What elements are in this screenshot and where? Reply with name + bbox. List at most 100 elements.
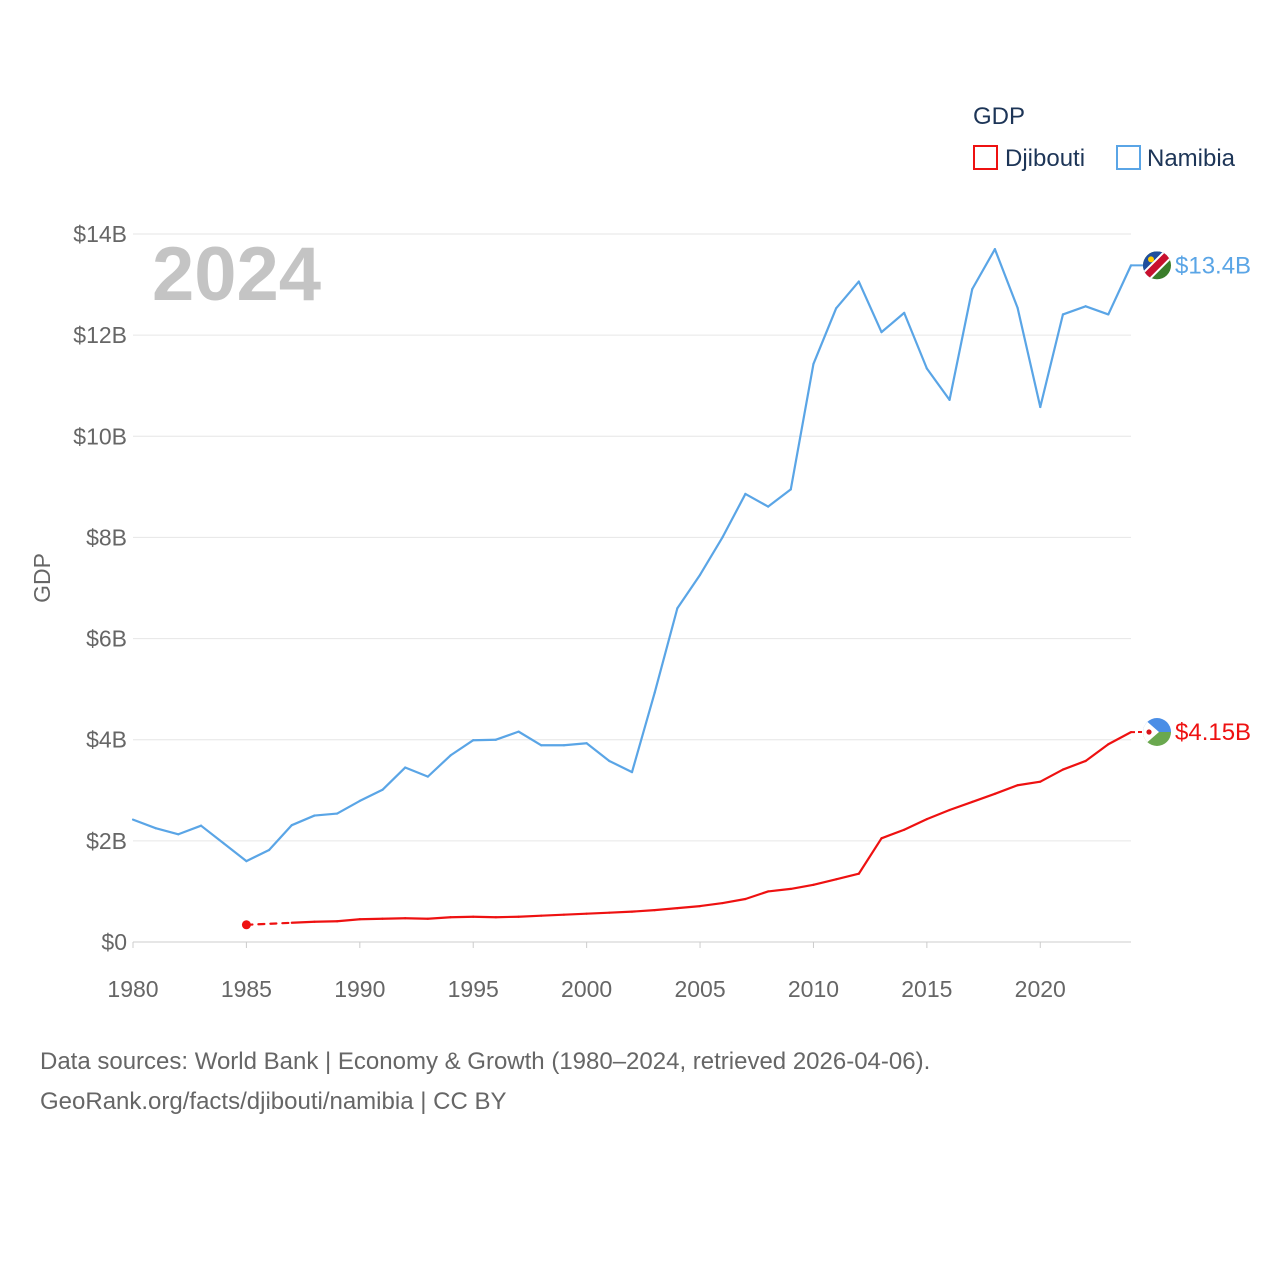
y-tick-label: $14B [73,221,127,247]
series-segment-namibia [336,799,361,815]
series-segment-djibouti [630,909,656,913]
series-segment-namibia [880,311,906,334]
flag-star [1146,729,1152,735]
series-segment-djibouti [721,897,747,905]
series-segment-namibia [426,754,452,778]
series-segment-namibia [857,280,883,334]
series-segment-djibouti [426,916,452,920]
series-segment-namibia [630,691,656,774]
series-segment-namibia [698,535,724,576]
end-label-namibia: $13.4B [1175,252,1251,279]
djibouti-flag-icon [1143,718,1171,746]
x-tick-label: 2015 [901,976,952,1002]
series-segment-namibia [744,492,770,508]
series-segment-djibouti [698,901,724,908]
x-tick-label: 2000 [561,976,612,1002]
series-segment-djibouti [1039,768,1065,783]
series-segment-namibia [154,827,180,836]
legend-label-djibouti: Djibouti [1005,145,1085,172]
series-segment-djibouti [948,800,974,812]
series-segment-namibia [585,742,611,763]
series-segment-djibouti [313,920,339,923]
x-tick-label: 2020 [1015,976,1066,1002]
series-segment-namibia [404,766,429,778]
series-segment-namibia [358,788,384,803]
series-segment-namibia [517,730,543,747]
y-tick-label: $2B [86,828,127,854]
legend-item-djibouti[interactable]: Djibouti [973,145,1085,172]
series-segment-namibia [676,573,702,610]
series-segment-djibouti [1084,743,1110,763]
series-segment-djibouti [993,784,1019,795]
series-segment-namibia [222,842,248,863]
series-segment-djibouti [585,911,611,915]
grid [133,233,1131,943]
series-segment-djibouti [1107,731,1133,746]
series-segment-namibia [290,814,316,827]
series-segment-namibia [948,288,974,401]
series-segment-djibouti [472,915,498,919]
legend: GDP Djibouti Namibia [973,103,1236,172]
series-segment-namibia [1039,313,1065,409]
x-tick-label: 2010 [788,976,839,1002]
series-segment-djibouti [903,818,928,831]
series-segment-djibouti [1061,759,1087,771]
series-segment-djibouti [290,920,316,924]
x-tick-label: 1980 [107,976,158,1002]
end-label-djibouti: $4.15B [1175,719,1251,746]
series-segment-namibia [1107,264,1133,316]
legend-label-namibia: Namibia [1147,145,1236,172]
legend-title: GDP [973,103,1025,130]
flag-body [1143,718,1171,746]
y-axis: $0 $2B $4B $6B $8B $10B $12B $14B [73,221,127,955]
year-label: 2024 [152,232,321,317]
series-segment-djibouti [1016,780,1042,787]
series-segment-namibia [131,818,157,830]
series-segment-namibia [449,739,475,757]
series-segment-namibia [313,812,339,817]
series [131,248,1133,930]
series-segment-namibia [903,311,928,370]
series-segment-djibouti [336,918,361,923]
series-gap-djibouti [245,921,293,926]
series-segment-djibouti [653,907,679,912]
series-segment-djibouti [925,808,951,821]
y-tick-label: $8B [86,524,127,550]
series-segment-djibouti [789,883,815,891]
series-segment-djibouti [676,904,702,910]
series-segment-djibouti [857,837,883,875]
series-segment-namibia [766,488,792,508]
series-segment-djibouti [358,917,384,921]
legend-swatch-namibia [1116,145,1141,170]
series-segment-namibia [993,248,1019,309]
source-line: Data sources: World Bank | Economy & Gro… [40,1048,931,1075]
series-segment-namibia [494,730,520,741]
series-segment-namibia [835,280,860,310]
y-tick-label: $10B [73,423,127,449]
series-segment-namibia [971,248,997,291]
series-segment-djibouti [404,917,429,920]
series-segment-djibouti [381,917,407,920]
legend-swatch-djibouti [973,145,998,170]
series-point-djibouti [241,920,251,930]
series-segment-namibia [177,824,203,836]
series-segment-namibia [721,492,747,539]
series-segment-djibouti [608,910,634,914]
legend-item-namibia[interactable]: Namibia [1116,145,1236,172]
source-license-link[interactable]: GeoRank.org/facts/djibouti/namibia | CC … [40,1088,507,1115]
y-tick-label: $4B [86,727,127,753]
series-segment-djibouti [766,887,792,893]
series-segment-djibouti [517,914,543,918]
series-segment-namibia [1016,306,1042,409]
flag-body [1143,251,1171,280]
series-segment-namibia [267,824,293,852]
y-tick-label: $6B [86,626,127,652]
series-segment-namibia [1061,305,1087,316]
series-segment-namibia [1084,305,1110,316]
y-tick-label: $0 [101,929,127,955]
series-segment-djibouti [971,792,997,804]
y-tick-label: $12B [73,322,127,348]
flag-sun [1148,256,1154,263]
series-segment-namibia [608,759,634,774]
